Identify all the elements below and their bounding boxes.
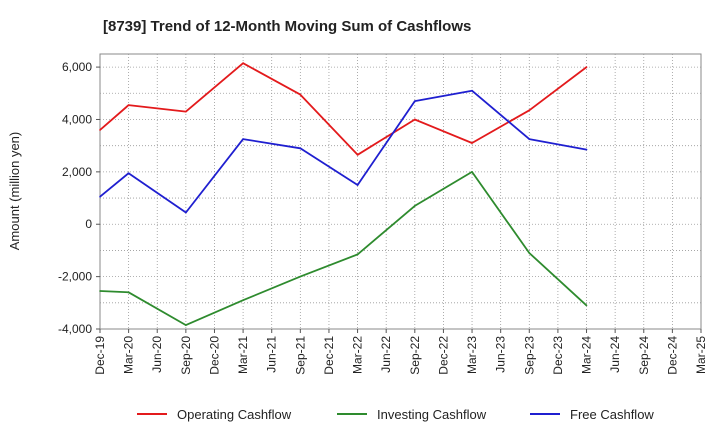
x-tick-label: Dec-23 (551, 336, 565, 375)
series-0-point (99, 129, 101, 131)
x-tick-label: Dec-19 (93, 336, 107, 375)
y-axis-label: Amount (million yen) (7, 132, 22, 251)
x-tick-label: Sep-23 (522, 336, 536, 375)
legend: Operating Cashflow Investing Cashflow Free… (137, 407, 654, 422)
x-tick-label: Mar-22 (351, 336, 365, 374)
series-1-point (414, 205, 416, 207)
series-0-point (471, 142, 473, 144)
x-tick-label: Jun-22 (379, 336, 393, 373)
series-2-point (528, 138, 531, 140)
legend-label-2: Free Cashflow (570, 407, 654, 422)
series-0-point (414, 118, 416, 121)
series-1-point (356, 253, 359, 256)
series-1-point (99, 290, 101, 292)
y-tick-label: 2,000 (62, 165, 92, 179)
y-tick-label: 0 (85, 217, 92, 231)
series-2-point (356, 184, 359, 186)
x-tick-label: Mar-20 (122, 336, 136, 374)
series-0-point (585, 66, 588, 68)
series-line-0 (99, 62, 588, 156)
legend-label-1: Investing Cashflow (377, 407, 487, 422)
series-1-point (127, 291, 130, 294)
x-tick-label: Jun-23 (494, 336, 508, 373)
x-tick-label: Dec-22 (436, 336, 450, 375)
series-1-point (242, 299, 244, 301)
x-tick-label: Sep-24 (637, 336, 651, 375)
y-tick-label: 4,000 (62, 112, 92, 126)
series-0-point (299, 93, 302, 96)
x-tick-label: Dec-20 (207, 336, 221, 375)
series-0-point (185, 110, 187, 113)
series-0-point (127, 104, 130, 106)
series-0-point (528, 109, 531, 112)
x-tick-label: Jun-20 (150, 336, 164, 373)
series-2-point (414, 100, 416, 102)
series-2-point (585, 148, 588, 151)
axis-layer: -4,000 -2,000 0 2,000 4,000 6,000 Dec-19 Mar-20… (58, 60, 708, 375)
y-tick-label: -4,000 (58, 322, 92, 336)
series-1-point (471, 171, 473, 173)
series-1-point (585, 304, 588, 307)
y-tick-label: 6,000 (62, 60, 92, 74)
x-tick-label: Sep-20 (179, 336, 193, 375)
series-1-point (528, 252, 531, 254)
series-line-1 (99, 171, 588, 326)
series-layer (99, 62, 588, 326)
series-2-point (185, 211, 187, 214)
x-tick-label: Dec-24 (665, 336, 679, 375)
series-2-point (99, 195, 101, 198)
series-2-point (127, 172, 130, 174)
series-0-point (242, 62, 244, 64)
x-tick-label: Jun-24 (608, 336, 622, 373)
legend-label-0: Operating Cashflow (177, 407, 292, 422)
x-tick-label: Jun-21 (265, 336, 279, 373)
series-2-point (299, 147, 302, 150)
series-2-point (242, 138, 244, 140)
series-1-point (185, 324, 187, 326)
series-1-point (299, 275, 302, 278)
x-tick-label: Mar-24 (580, 336, 594, 374)
series-2-point (471, 89, 473, 92)
series-0-point (356, 154, 359, 156)
x-tick-label: Sep-21 (293, 336, 307, 375)
x-tick-label: Mar-23 (465, 336, 479, 374)
series-line-2 (99, 89, 587, 214)
x-tick-label: Mar-21 (236, 336, 250, 374)
plot-area (99, 53, 702, 330)
x-tick-label: Dec-21 (322, 336, 336, 375)
chart-title: [8739] Trend of 12-Month Moving Sum of C… (103, 18, 471, 35)
grid-layer (100, 54, 701, 329)
y-tick-label: -2,000 (58, 270, 92, 284)
x-tick-label: Sep-22 (408, 336, 422, 375)
x-tick-label: Mar-25 (694, 336, 708, 374)
